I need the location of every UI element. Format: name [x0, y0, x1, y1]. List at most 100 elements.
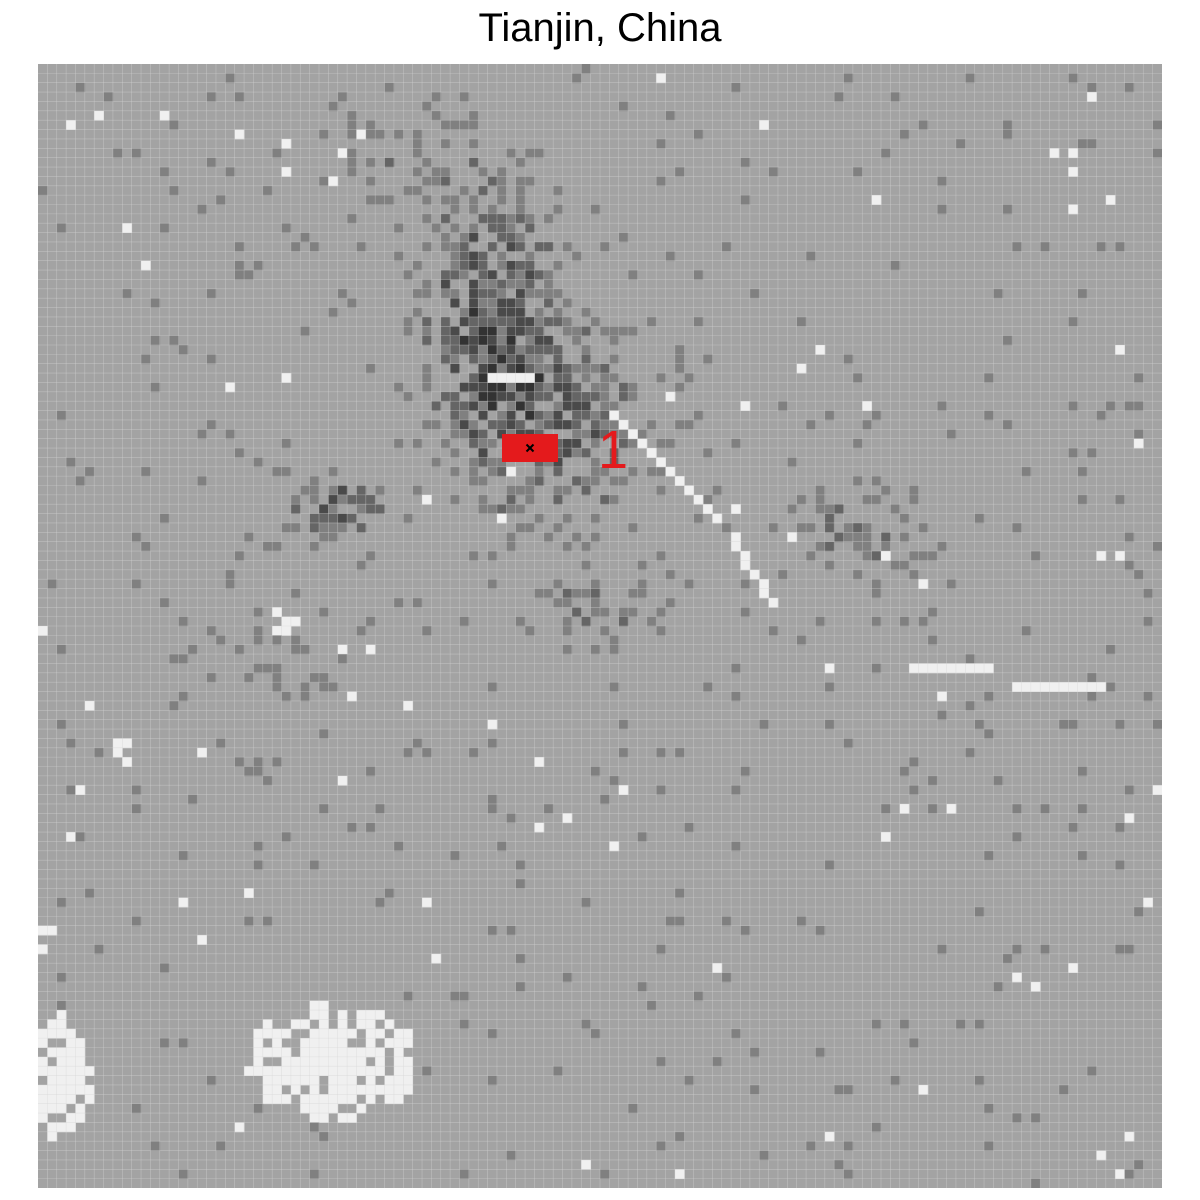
map-cell	[534, 373, 545, 383]
map-cell	[412, 288, 423, 299]
map-cell	[131, 916, 142, 927]
map-cell	[347, 110, 357, 121]
map-cell	[796, 363, 807, 374]
map-cell	[777, 401, 788, 411]
road-cell	[749, 569, 760, 580]
map-cell	[131, 532, 142, 543]
map-cell	[309, 485, 320, 496]
map-cell	[656, 607, 666, 618]
map-cell	[1002, 204, 1013, 215]
map-cell	[478, 307, 488, 318]
map-cell	[543, 298, 554, 308]
map-cell	[618, 747, 629, 758]
map-cell	[244, 270, 254, 280]
map-cell	[393, 1094, 404, 1105]
map-cell	[272, 1094, 282, 1105]
map-cell	[553, 494, 563, 505]
map-cell	[47, 1094, 58, 1105]
map-cell	[515, 326, 526, 337]
map-cell	[450, 419, 460, 430]
raster-grid-map[interactable]: 1	[38, 64, 1162, 1188]
map-cell	[468, 223, 479, 233]
map-cell	[937, 944, 947, 955]
map-cell	[75, 1056, 86, 1067]
map-cell	[206, 1075, 217, 1086]
map-cell	[375, 129, 385, 140]
map-cell	[459, 241, 470, 252]
map-cell	[806, 551, 816, 561]
map-cell	[815, 485, 826, 496]
map-cell	[581, 345, 592, 355]
map-cell	[506, 270, 517, 280]
map-cell	[347, 494, 357, 505]
map-cell	[515, 401, 526, 411]
map-cell	[543, 419, 554, 430]
map-cell	[356, 1047, 367, 1058]
map-cell	[66, 1113, 76, 1123]
map-cell	[506, 223, 517, 233]
map-cell	[365, 1075, 376, 1086]
map-cell	[590, 391, 601, 402]
map-cell	[515, 157, 526, 168]
map-cell	[47, 1122, 58, 1133]
map-cell	[234, 241, 245, 252]
map-cell	[515, 298, 526, 308]
map-cell	[965, 700, 976, 711]
map-cell	[131, 785, 142, 795]
map-panel[interactable]: 1	[38, 64, 1162, 1188]
map-cell	[618, 607, 629, 618]
map-cell	[937, 204, 947, 215]
map-cell	[38, 1113, 48, 1123]
map-cell	[422, 335, 432, 346]
map-cell	[337, 522, 348, 533]
map-cell	[815, 345, 826, 355]
map-cell	[534, 326, 545, 337]
map-cell	[365, 176, 376, 187]
map-cell	[281, 832, 292, 842]
map-cell	[56, 1047, 67, 1058]
map-cell	[1049, 148, 1060, 159]
map-cell	[206, 157, 217, 168]
map-cell	[1040, 944, 1050, 955]
map-cell	[1030, 1178, 1041, 1188]
map-cell	[628, 522, 638, 533]
map-cell	[422, 1066, 432, 1076]
map-cell	[422, 494, 432, 505]
map-cell	[384, 195, 395, 205]
map-cell	[571, 401, 582, 411]
map-cell	[309, 1103, 320, 1114]
map-cell	[496, 391, 507, 402]
map-cell	[600, 466, 610, 477]
map-cell	[515, 616, 526, 627]
map-cell	[487, 401, 498, 411]
map-cell	[543, 288, 554, 299]
map-cell	[506, 504, 517, 514]
map-cell	[721, 972, 732, 983]
map-cell	[47, 1131, 58, 1142]
map-cell	[553, 579, 563, 589]
map-cell	[534, 307, 545, 318]
road-cell	[487, 373, 498, 383]
map-cell	[496, 279, 507, 290]
map-cell	[459, 382, 470, 393]
map-cell	[1040, 241, 1050, 252]
map-cell	[487, 213, 498, 224]
map-cell	[66, 1075, 76, 1086]
map-cell	[600, 410, 610, 421]
map-cell	[674, 1169, 685, 1180]
map-cell	[787, 504, 798, 514]
road-cell	[506, 373, 517, 383]
map-cell	[384, 1084, 395, 1095]
map-cell	[600, 626, 610, 636]
map-cell	[290, 1019, 301, 1030]
map-cell	[272, 148, 282, 159]
map-cell	[881, 485, 891, 496]
map-cell	[450, 241, 460, 252]
map-cell	[487, 382, 498, 393]
map-cell	[1087, 448, 1097, 458]
map-cell	[637, 579, 648, 589]
map-cell	[375, 485, 385, 496]
map-cell	[178, 616, 189, 627]
map-cell	[1012, 944, 1022, 955]
map-cell	[543, 391, 554, 402]
